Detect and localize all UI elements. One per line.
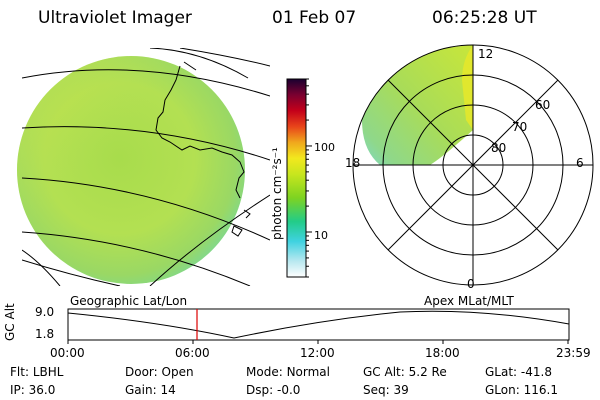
status-value: -41.8	[520, 365, 552, 379]
timeline-ytick-min: 1.8	[35, 327, 55, 341]
status-gain: Gain: 14	[125, 383, 176, 397]
date-label: 01 Feb 07	[272, 8, 357, 28]
timeline-ytick-max: 9.0	[35, 305, 55, 319]
status-value: 14	[160, 383, 176, 397]
polar-view	[352, 44, 594, 286]
aurora-image	[362, 45, 473, 165]
geo-grid-lines	[22, 48, 270, 286]
time-label: 06:25:28 UT	[432, 8, 537, 28]
colorbar-unit-label: photon cm⁻²s⁻¹	[270, 147, 284, 240]
timeline-ylabel: GC Alt	[3, 303, 17, 341]
status-seq: Seq: 39	[363, 383, 409, 397]
timeline-xtick: 00:00	[50, 346, 85, 360]
colorbar-tick-10: 10	[314, 229, 328, 242]
geographic-view	[17, 48, 270, 286]
status-value: Open	[161, 365, 194, 379]
colorbar	[286, 78, 312, 278]
mlat-label-60: 60	[535, 98, 551, 112]
colorbar-gradient	[286, 78, 307, 278]
mlt-label-6: 6	[576, 156, 584, 170]
polar-grid	[352, 44, 594, 286]
status-mode: Mode: Normal	[246, 365, 330, 379]
timeline-xtick: 18:00	[425, 346, 460, 360]
status-value: 116.1	[523, 383, 558, 397]
timeline-xtick: 12:00	[300, 346, 335, 360]
status-glon: GLon: 116.1	[485, 383, 558, 397]
mlat-label-80: 80	[491, 141, 507, 155]
polar-view-label: Apex MLat/MLT	[424, 294, 514, 308]
status-value: 36.0	[28, 383, 56, 397]
altitude-curve	[67, 310, 570, 339]
status-glat: GLat: -41.8	[485, 365, 552, 379]
mlt-label-0: 0	[467, 277, 475, 291]
timeline-plot	[67, 308, 570, 344]
status-value: Normal	[286, 365, 330, 379]
status-dsp: Dsp: -0.0	[246, 383, 301, 397]
geo-view-label: Geographic Lat/Lon	[70, 294, 188, 308]
status-value: -0.0	[276, 383, 301, 397]
status-filter: Flt: LBHL	[10, 365, 64, 379]
mlt-label-12: 12	[478, 47, 494, 61]
timeline-xtick: 06:00	[175, 346, 210, 360]
coastline	[155, 61, 251, 237]
instrument-title: Ultraviolet Imager	[38, 8, 192, 28]
status-door: Door: Open	[125, 365, 194, 379]
status-ip: IP: 36.0	[10, 383, 56, 397]
status-gc-alt: GC Alt: 5.2 Re	[363, 365, 447, 379]
mlat-label-70: 70	[512, 120, 528, 134]
status-value: 5.2 Re	[408, 365, 447, 379]
colorbar-ticks	[306, 78, 312, 278]
status-value: LBHL	[32, 365, 64, 379]
colorbar-tick-100: 100	[314, 141, 335, 154]
mlt-label-18: 18	[345, 156, 361, 170]
timeline-xtick: 23:59	[556, 346, 591, 360]
status-value: 39	[393, 383, 409, 397]
